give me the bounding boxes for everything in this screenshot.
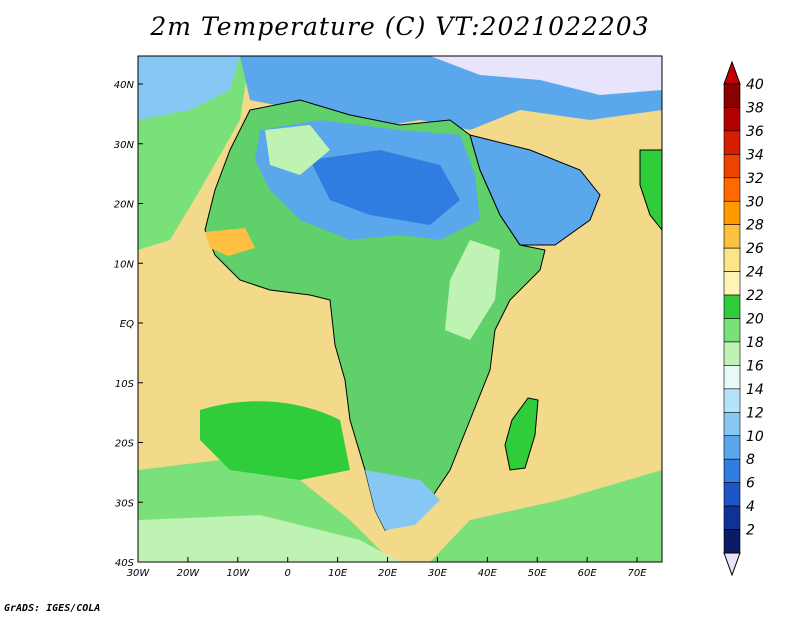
colorbar-swatch xyxy=(723,130,741,155)
colorbar-swatch xyxy=(723,271,741,296)
colorbar-label: 36 xyxy=(746,124,764,140)
colorbar-label: 6 xyxy=(746,476,755,492)
colorbar-label: 34 xyxy=(746,147,764,163)
colorbar-label: 38 xyxy=(746,100,764,116)
x-tick-label: 50E xyxy=(528,568,548,579)
colorbar-label: 12 xyxy=(746,405,764,421)
sahara-west-light xyxy=(265,125,330,175)
colorbar-top-cap xyxy=(723,60,741,85)
colorbar-swatch xyxy=(723,247,741,272)
colorbar-label: 10 xyxy=(746,429,764,445)
colorbar-label: 30 xyxy=(746,194,764,210)
y-tick-label: 10N xyxy=(114,259,135,270)
colorbar-label: 32 xyxy=(746,171,764,187)
colorbar-swatch xyxy=(723,388,741,413)
colorbar-swatch xyxy=(723,318,741,343)
colorbar-swatch xyxy=(723,83,741,108)
colorbar-label: 14 xyxy=(746,382,764,398)
colorbar-swatch xyxy=(723,294,741,319)
colorbar-swatch xyxy=(723,224,741,249)
x-tick-label: 20W xyxy=(177,568,201,579)
colorbar-label: 22 xyxy=(746,288,764,304)
north-atlantic-cold xyxy=(138,56,240,120)
map-title: 2m Temperature (C) VT:2021022203 xyxy=(150,12,650,41)
colorbar-swatch xyxy=(723,341,741,366)
colorbar-label: 26 xyxy=(746,241,764,257)
y-tick-label: 20S xyxy=(115,439,135,450)
colorbar-swatch xyxy=(723,177,741,202)
colorbar: 40 38 36 34 32 30 28 26 24 22 20 18 16 14 12 10 8 6 4 2 xyxy=(723,60,764,577)
colorbar-label: 16 xyxy=(746,358,764,374)
y-tick-label: EQ xyxy=(120,319,134,330)
colorbar-label: 2 xyxy=(746,523,755,539)
southern-ocean-cool xyxy=(138,515,400,562)
colorbar-swatch xyxy=(723,154,741,179)
madagascar-land xyxy=(504,397,539,471)
india-land xyxy=(639,149,662,231)
colorbar-swatch xyxy=(723,505,741,530)
colorbar-swatch xyxy=(723,458,741,483)
credit-label: GrADS: IGES/COLA xyxy=(4,603,101,614)
map-field xyxy=(138,56,662,562)
x-tick-label: 30W xyxy=(127,568,151,579)
y-tick-label: 30S xyxy=(115,498,135,509)
plot-frame xyxy=(137,55,663,563)
x-tick-label: 70E xyxy=(628,568,648,579)
colorbar-label: 40 xyxy=(746,77,764,93)
x-tick-label: 60E xyxy=(578,568,598,579)
y-tick-label: 40S xyxy=(115,558,135,569)
colorbar-swatch xyxy=(723,482,741,507)
arabia-land xyxy=(469,134,601,246)
colorbar-swatch xyxy=(723,411,741,437)
southern-africa-cool xyxy=(365,470,440,530)
colorbar-swatch xyxy=(723,365,741,390)
europe-very-cold xyxy=(430,56,662,95)
east-africa-highlands xyxy=(445,240,500,340)
x-tick-label: 40E xyxy=(478,568,498,579)
colorbar-label: 20 xyxy=(746,312,764,328)
colorbar-label: 28 xyxy=(746,218,764,234)
colorbar-bottom-cap xyxy=(723,552,741,577)
colorbar-swatch xyxy=(723,200,741,226)
colorbar-label: 18 xyxy=(746,335,764,351)
colorbar-swatch xyxy=(723,107,741,132)
y-tick-label: 10S xyxy=(115,379,135,390)
x-axis: 30W 20W 10W 0 10E 20E 30E 40E 50E 60E 70E xyxy=(127,557,648,579)
colorbar-label: 4 xyxy=(746,499,755,515)
y-axis: 40N 30N 20N 10N EQ 10S 20S 30S 40S xyxy=(114,80,143,569)
x-tick-label: 10W xyxy=(226,568,250,579)
colorbar-label: 24 xyxy=(746,265,764,281)
y-tick-label: 40N xyxy=(114,80,135,91)
west-africa-warm xyxy=(205,228,255,256)
indian-ocean-south-cool xyxy=(430,470,662,562)
x-tick-label: 20E xyxy=(378,568,398,579)
colorbar-label: 8 xyxy=(746,452,755,468)
x-tick-label: 0 xyxy=(285,568,291,579)
y-tick-label: 20N xyxy=(114,200,135,211)
x-tick-label: 10E xyxy=(328,568,348,579)
x-tick-label: 30E xyxy=(428,568,448,579)
south-atlantic-green xyxy=(200,401,350,480)
colorbar-swatch xyxy=(723,529,741,554)
sahara-cold xyxy=(310,150,460,225)
y-tick-label: 30N xyxy=(114,140,135,151)
colorbar-swatch xyxy=(723,435,741,460)
